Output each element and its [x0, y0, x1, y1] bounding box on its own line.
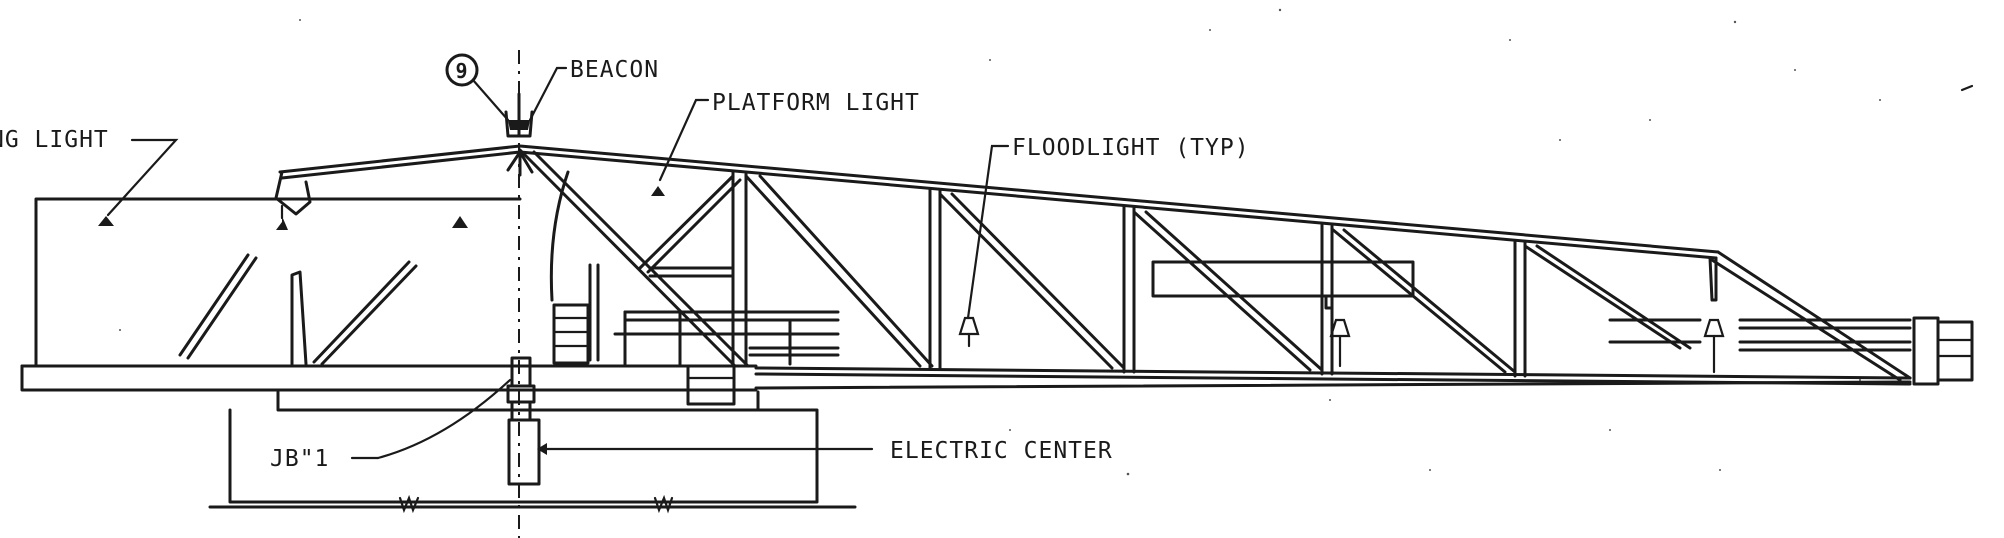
pier-foundation	[208, 390, 857, 514]
floodlight-icons	[958, 316, 1725, 374]
edge-mark	[1960, 84, 1974, 92]
callout-number: 9	[455, 59, 468, 83]
scan-specks	[119, 8, 1881, 476]
beacon-label: BEACON	[570, 57, 659, 83]
bridge-deck	[20, 364, 1912, 392]
junction-box-label: JB"1	[270, 446, 329, 472]
beacon-icon	[504, 92, 534, 138]
railings	[613, 310, 1974, 386]
walkway-light-label: NG LIGHT	[0, 127, 109, 153]
floodlight-label: FLOODLIGHT (TYP)	[1012, 135, 1250, 161]
leader-lines	[106, 66, 1010, 460]
walkway-frame	[34, 197, 522, 367]
truss-structure	[274, 144, 1912, 382]
electric-center-label: ELECTRIC CENTER	[890, 438, 1113, 464]
platform-light-label: PLATFORM LIGHT	[712, 90, 920, 116]
walkway-light-icons	[98, 170, 665, 230]
stairs	[552, 303, 736, 406]
callout-badge: 9	[445, 53, 510, 122]
box-hanger	[1324, 294, 1334, 310]
junction-column	[506, 356, 541, 486]
equipment-box	[1151, 260, 1415, 298]
